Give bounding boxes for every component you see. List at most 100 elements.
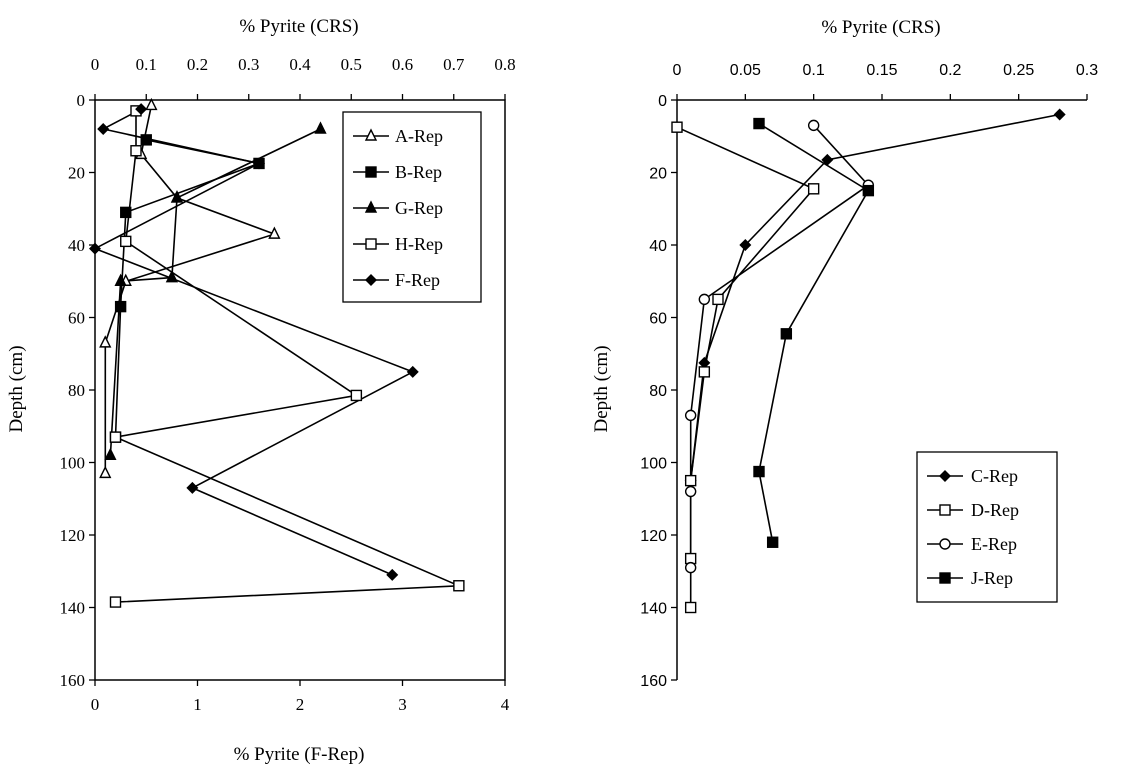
data-point-f-rep: [89, 242, 101, 255]
left-top-tick-label: 0.7: [443, 55, 465, 74]
series-line-d-rep: [676, 126, 816, 608]
left-top-tick-label: 0.2: [187, 55, 208, 74]
data-point-j-rep: [753, 117, 765, 130]
data-point-j-rep: [862, 184, 875, 197]
right-y-tick-label: 60: [649, 311, 667, 328]
left-bottom-tick-label: 3: [398, 695, 407, 714]
legend-label-b-rep: B-Rep: [395, 162, 442, 182]
legend-label-a-rep: A-Rep: [395, 126, 443, 146]
legend-label-f-rep: F-Rep: [395, 270, 440, 290]
legend-marker-d-rep: [939, 504, 951, 516]
legend-marker-a-rep: [364, 128, 378, 141]
data-point-e-rep: [684, 409, 697, 422]
right-y-tick-label: 160: [640, 673, 667, 690]
right-y-tick-label: 120: [640, 528, 667, 545]
series-line-e-rep: [689, 124, 870, 568]
data-point-j-rep: [753, 465, 765, 478]
right-y-tick-label: 0: [658, 93, 667, 110]
data-point-e-rep: [807, 119, 820, 132]
legend-marker-j-rep: [939, 572, 951, 584]
left-y-tick-label: 80: [68, 381, 85, 400]
legend-marker-h-rep: [365, 238, 377, 250]
right-y-axis-title: Depth (cm): [591, 345, 612, 432]
data-point-j-rep: [780, 328, 793, 340]
left-bottom-tick-label: 1: [193, 695, 202, 714]
data-point-a-rep: [99, 335, 112, 348]
data-point-f-rep: [406, 365, 419, 378]
right-y-tick-label: 40: [649, 238, 667, 255]
data-point-f-rep: [186, 481, 199, 494]
data-point-d-rep: [684, 601, 697, 614]
data-point-c-rep: [821, 153, 834, 166]
legend-marker-g-rep: [364, 200, 378, 213]
data-point-h-rep: [109, 596, 122, 608]
right-top-tick-label: 0: [673, 62, 682, 79]
data-point-h-rep: [120, 235, 132, 248]
data-point-c-rep: [1053, 108, 1066, 121]
data-point-c-rep: [739, 239, 752, 251]
data-point-e-rep: [684, 561, 697, 574]
right-y-tick-label: 80: [649, 383, 667, 400]
right-top-axis-title: % Pyrite (CRS): [821, 17, 940, 38]
left-chart: % Pyrite (CRS) % Pyrite (F-Rep) Depth (c…: [6, 16, 516, 765]
legend-label-g-rep: G-Rep: [395, 198, 443, 218]
left-top-tick-label: 0.5: [341, 55, 362, 74]
data-point-g-rep: [314, 121, 327, 134]
legend-label-e-rep: E-Rep: [971, 534, 1017, 554]
legend-label-h-rep: H-Rep: [395, 234, 443, 254]
left-y-tick-label: 20: [68, 164, 85, 183]
left-top-tick-label: 0.4: [289, 55, 311, 74]
data-point-g-rep: [114, 273, 127, 286]
right-y-tick-label: 140: [640, 601, 667, 618]
data-point-b-rep: [120, 206, 132, 219]
data-point-g-rep: [165, 270, 179, 283]
legend-label-d-rep: D-Rep: [971, 500, 1019, 520]
data-point-f-rep: [135, 103, 148, 116]
left-top-tick-label: 0.6: [392, 55, 413, 74]
data-point-h-rep: [109, 431, 122, 443]
data-point-f-rep: [386, 568, 399, 581]
legend-marker-e-rep: [939, 538, 951, 550]
legend-marker-f-rep: [365, 274, 377, 286]
data-point-d-rep: [698, 366, 711, 378]
data-point-a-rep: [145, 97, 158, 111]
left-top-tick-label: 0.1: [136, 55, 157, 74]
left-legend-box: [342, 111, 482, 303]
legend-marker-c-rep: [939, 470, 951, 482]
data-point-h-rep: [130, 145, 142, 157]
data-point-e-rep: [684, 485, 697, 498]
data-point-e-rep: [698, 293, 711, 306]
data-point-a-rep: [99, 465, 112, 479]
left-y-axis-title: Depth (cm): [6, 345, 27, 432]
left-y-tick-label: 0: [77, 91, 86, 110]
data-point-d-rep: [712, 293, 724, 306]
left-y-tick-label: 120: [60, 526, 86, 545]
left-bottom-tick-label: 2: [296, 695, 305, 714]
data-point-a-rep: [268, 226, 281, 239]
right-top-tick-label: 0.15: [866, 62, 897, 79]
left-top-tick-label: 0: [91, 55, 100, 74]
series-line-b-rep: [114, 139, 262, 438]
right-y-tick-label: 100: [640, 456, 667, 473]
left-top-tick-label: 0.3: [238, 55, 259, 74]
left-y-tick-label: 140: [60, 599, 86, 618]
data-point-h-rep: [350, 389, 363, 402]
right-top-tick-label: 0.1: [803, 62, 825, 79]
left-y-tick-label: 40: [68, 236, 85, 255]
data-point-g-rep: [104, 447, 117, 460]
left-top-tick-label: 0.8: [494, 55, 515, 74]
legend-label-c-rep: C-Rep: [971, 466, 1018, 486]
left-y-tick-label: 100: [60, 454, 86, 473]
left-bottom-tick-label: 0: [91, 695, 100, 714]
left-y-tick-label: 160: [60, 671, 86, 690]
data-point-h-rep: [453, 580, 465, 592]
data-point-f-rep: [253, 157, 265, 170]
data-point-d-rep: [807, 183, 820, 195]
left-bottom-axis-title: % Pyrite (F-Rep): [234, 744, 365, 765]
right-chart: % Pyrite (CRS) Depth (cm) 0 20 40 60 80 100 12…: [591, 17, 1098, 690]
right-top-tick-label: 0.2: [939, 62, 961, 79]
data-point-g-rep: [170, 190, 184, 203]
data-point-j-rep: [766, 536, 779, 548]
left-y-tick-label: 60: [68, 309, 85, 328]
legend-label-j-rep: J-Rep: [971, 568, 1013, 588]
